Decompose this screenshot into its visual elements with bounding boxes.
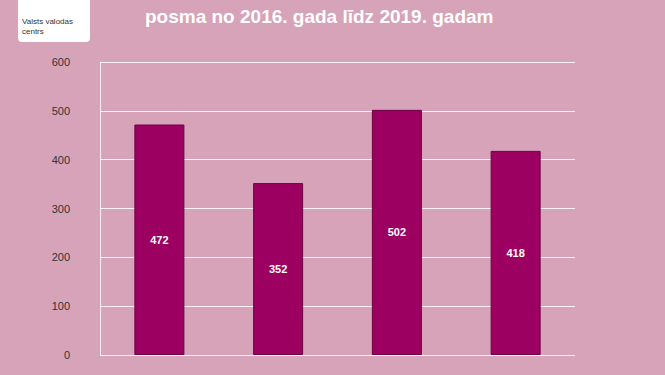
svg-text:100: 100 bbox=[52, 300, 70, 312]
svg-text:400: 400 bbox=[52, 154, 70, 166]
svg-text:centrs: centrs bbox=[22, 27, 44, 36]
svg-text:500: 500 bbox=[52, 105, 70, 117]
svg-text:200: 200 bbox=[52, 251, 70, 263]
svg-text:600: 600 bbox=[52, 56, 70, 68]
svg-text:502: 502 bbox=[388, 226, 406, 238]
svg-text:posma no 2016. gada līdz 2019.: posma no 2016. gada līdz 2019. gadam bbox=[145, 6, 493, 27]
svg-text:Valsts valodas: Valsts valodas bbox=[22, 17, 75, 26]
svg-text:300: 300 bbox=[52, 203, 70, 215]
svg-text:352: 352 bbox=[269, 263, 287, 275]
svg-text:472: 472 bbox=[150, 234, 168, 246]
svg-text:0: 0 bbox=[64, 349, 70, 361]
svg-text:418: 418 bbox=[506, 247, 524, 259]
